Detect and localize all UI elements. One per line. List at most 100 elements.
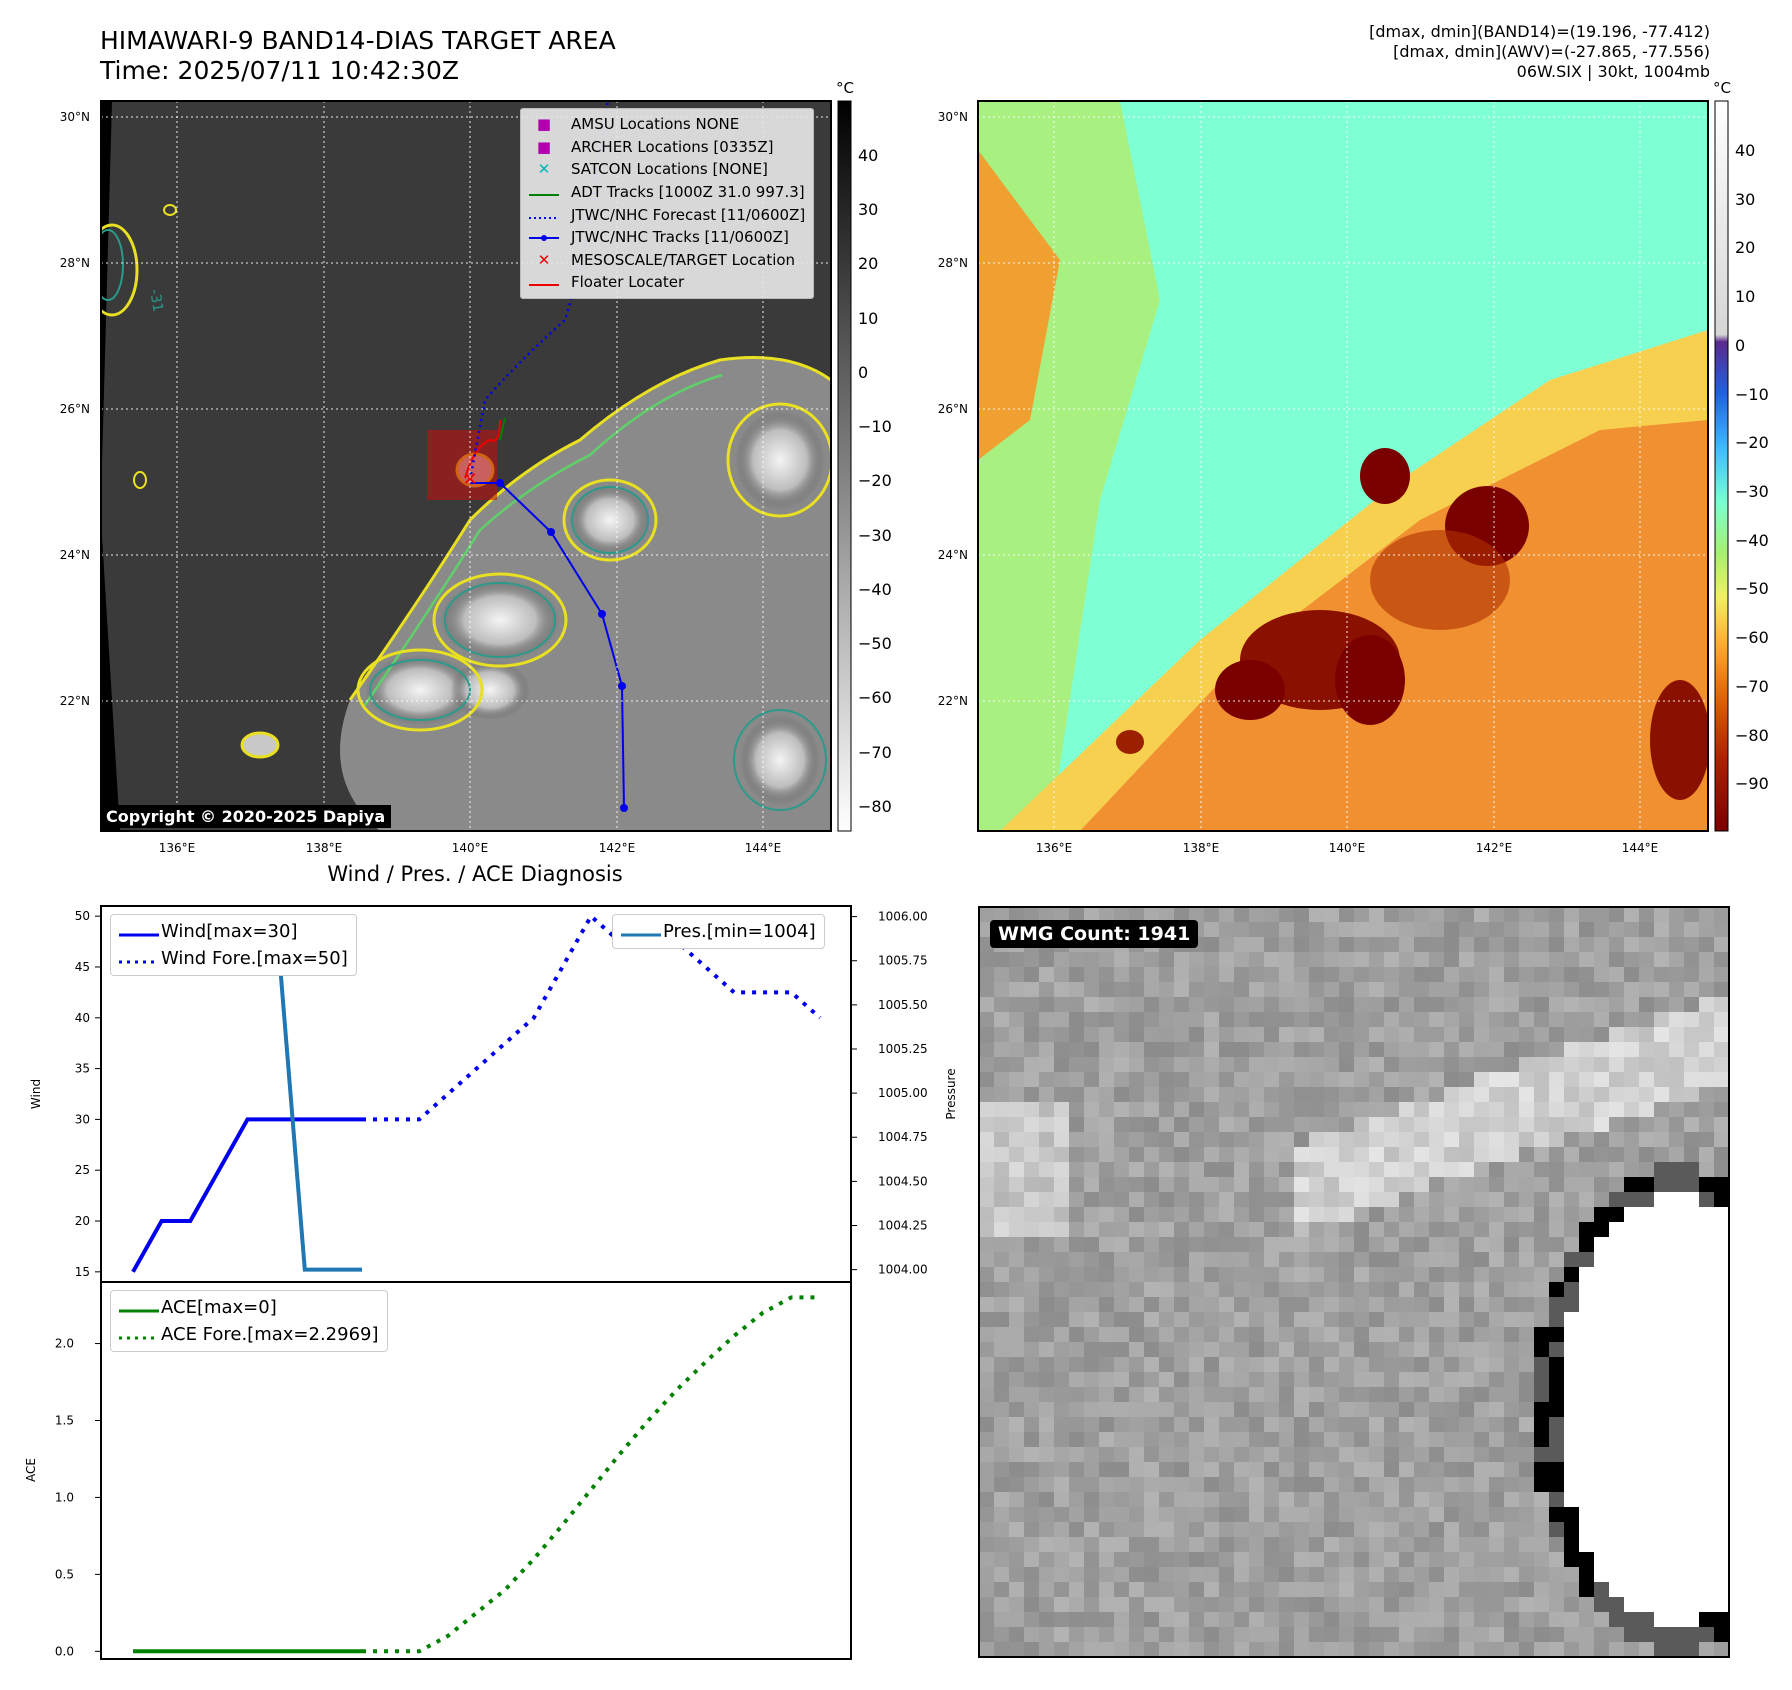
wmg-pixel [1384,1177,1400,1193]
wmg-pixel [1294,1177,1310,1193]
wmg-pixel [994,1177,1010,1193]
wmg-pixel [994,1117,1010,1133]
wmg-pixel [1339,1192,1355,1208]
lon-label: 138°E [1183,841,1220,855]
wmg-pixel [1234,1582,1250,1598]
wmg-pixel [1264,1117,1280,1133]
wmg-pixel [1399,1552,1415,1568]
ir-tick: −30 [858,526,892,545]
wmg-pixel [1279,1567,1295,1583]
wmg-pixel [1339,1267,1355,1283]
wmg-pixel [1234,1237,1250,1253]
wmg-pixel [1339,1057,1355,1073]
wmg-pixel [1699,1477,1715,1493]
wmg-pixel [1354,1057,1370,1073]
wmg-pixel [1369,1057,1385,1073]
wmg-pixel [1594,967,1610,983]
wmg-pixel [1354,1327,1370,1343]
legend-item-floater: Floater Locater [529,271,805,294]
wmg-pixel [994,997,1010,1013]
wmg-pixel [1264,1207,1280,1223]
wmg-pixel [1339,1477,1355,1493]
wind-tick-label: 20 [75,1214,90,1228]
wmg-pixel [1159,1432,1175,1448]
wmg-pixel [1129,1237,1145,1253]
wmg-pixel [1444,1507,1460,1523]
wmg-pixel [1339,1072,1355,1088]
wmg-pixel [1024,1342,1040,1358]
wmg-pixel [1519,1222,1535,1238]
wmg-pixel [1099,1492,1115,1508]
wmg-pixel [1234,1642,1250,1658]
wmg-pixel [1504,1207,1520,1223]
wmg-pixel [1474,1297,1490,1313]
wmg-pixel [1519,1387,1535,1403]
wmg-pixel [1429,1252,1445,1268]
wmg-pixel [1609,1132,1625,1148]
wmg-pixel [1264,1012,1280,1028]
ace-tick-label: 0.5 [55,1567,74,1581]
wmg-pixel [1684,1132,1700,1148]
lat-label: 30°N [938,110,968,124]
wmg-pixel [1564,1477,1580,1493]
wmg-pixel [1369,1177,1385,1193]
wmg-pixel [1294,1312,1310,1328]
wmg-pixel [1249,937,1265,953]
wmg-pixel [1699,1462,1715,1478]
wmg-pixel [1594,1087,1610,1103]
wmg-pixel [1024,1042,1040,1058]
wmg-pixel [1174,997,1190,1013]
wmg-pixel [1489,1282,1505,1298]
legend-label: ADT Tracks [1000Z 31.0 997.3] [571,183,805,202]
wmg-pixel [1129,1327,1145,1343]
wmg-pixel [1024,967,1040,983]
wmg-pixel [1039,1462,1055,1478]
wmg-pixel [1429,1612,1445,1628]
wmg-pixel [1354,1477,1370,1493]
wmg-pixel [1639,1012,1655,1028]
wmg-pixel [1384,922,1400,938]
wmg-pixel [1354,1357,1370,1373]
wmg-pixel [1624,1477,1640,1493]
wmg-pixel [1684,1597,1700,1613]
wmg-pixel [1639,1147,1655,1163]
wmg-pixel [1339,1402,1355,1418]
wmg-pixel [1714,1387,1730,1403]
wmg-pixel [1279,1282,1295,1298]
wmg-pixel [1399,1297,1415,1313]
wmg-pixel [1519,907,1535,923]
wmg-pixel [1084,1147,1100,1163]
wmg-pixel [1564,1237,1580,1253]
wmg-pixel [1714,997,1730,1013]
awv-colorbar-unit: °C [1713,79,1731,97]
wmg-pixel [1564,1267,1580,1283]
wmg-pixel [1489,1342,1505,1358]
wmg-pixel [1444,1462,1460,1478]
wmg-pixel [1234,1612,1250,1628]
wmg-pixel [1279,1192,1295,1208]
wmg-pixel [1384,1162,1400,1178]
wmg-pixel [1054,1447,1070,1463]
wmg-pixel [1219,1612,1235,1628]
wmg-pixel [1489,1627,1505,1643]
wmg-pixel [1159,1222,1175,1238]
wmg-pixel [1669,1012,1685,1028]
wmg-pixel [1714,1072,1730,1088]
wmg-pixel [1654,1147,1670,1163]
wmg-pixel [1429,1297,1445,1313]
wmg-pixel [1264,1522,1280,1538]
wmg-pixel [1459,1072,1475,1088]
wmg-pixel [1624,1507,1640,1523]
wmg-pixel [1459,1372,1475,1388]
wmg-pixel [1129,1132,1145,1148]
wmg-pixel [1324,1492,1340,1508]
wmg-pixel [1249,982,1265,998]
wmg-pixel [1189,1087,1205,1103]
wmg-pixel [1294,1252,1310,1268]
wmg-pixel [1084,1417,1100,1433]
wmg-pixel [1069,982,1085,998]
lat-label: 24°N [60,548,90,562]
wmg-pixel [994,1567,1010,1583]
wmg-pixel [1114,1027,1130,1043]
wmg-pixel [1174,1027,1190,1043]
